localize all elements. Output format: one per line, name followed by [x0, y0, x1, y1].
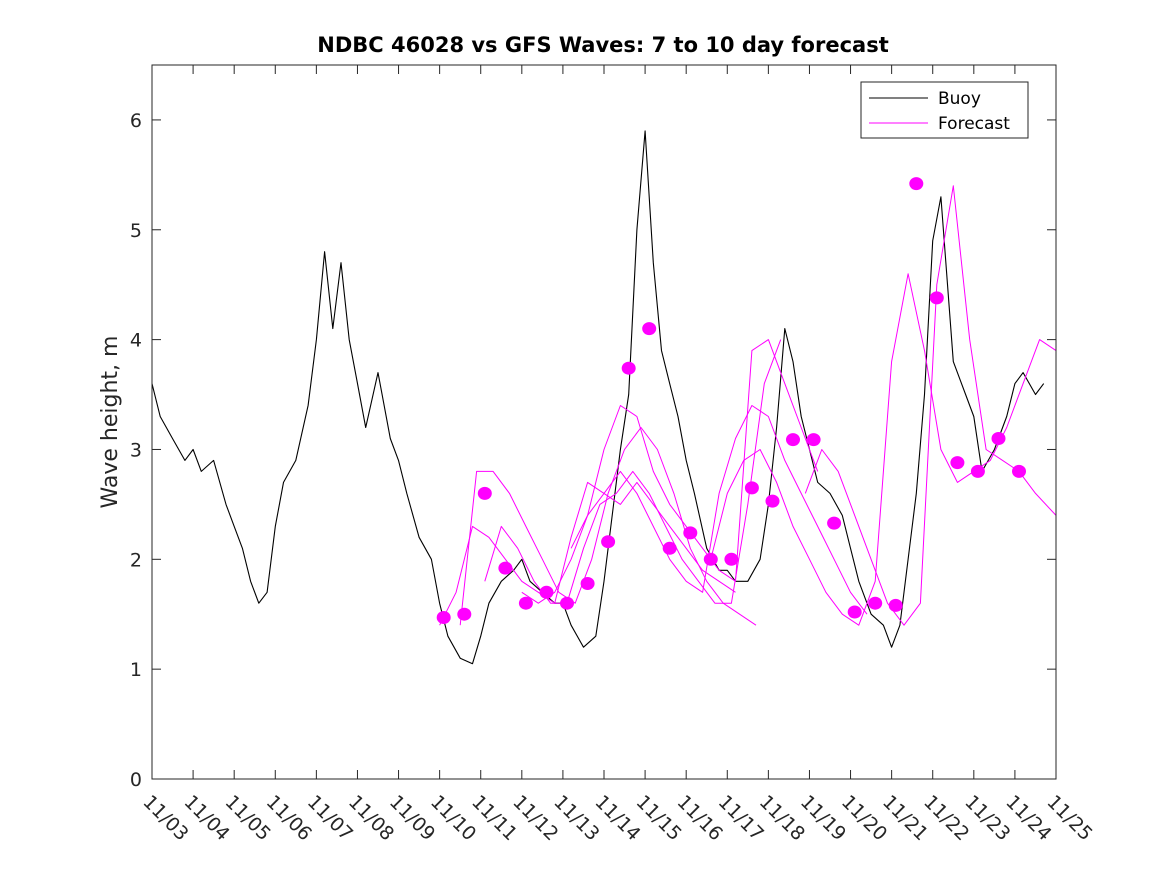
forecast-point	[888, 598, 903, 612]
x-tick-label: 11/04	[180, 791, 234, 845]
x-tick-label: 11/12	[508, 791, 562, 845]
forecast-line	[570, 405, 868, 615]
forecast-point	[909, 177, 924, 191]
legend-buoy-label: Buoy	[938, 89, 981, 109]
forecast-line	[804, 185, 1057, 626]
y-tick-label: 5	[130, 220, 142, 242]
y-tick-label: 2	[130, 549, 142, 571]
forecast-point	[765, 494, 780, 508]
x-tick-label: 11/03	[138, 791, 192, 845]
forecast-point	[477, 486, 492, 500]
x-tick-label: 11/18	[755, 791, 809, 845]
forecast-point	[786, 433, 800, 447]
plot-frame	[151, 64, 1057, 780]
forecast-point	[703, 552, 718, 566]
y-tick-label: 1	[130, 659, 142, 681]
x-tick-label: 11/10	[426, 791, 480, 845]
legend-box	[860, 81, 1029, 139]
y-tick-label: 6	[130, 110, 142, 132]
forecast-line	[459, 427, 757, 626]
forecast-point	[621, 361, 636, 375]
forecast-point	[683, 526, 698, 540]
x-tick-labels: 11/0311/0411/0511/0611/0711/0811/0911/10…	[138, 791, 1096, 845]
y-tick-label: 3	[130, 439, 142, 461]
forecast-point	[847, 605, 862, 619]
forecast-point	[929, 291, 944, 305]
y-tick-labels: 0 1 2 3 4 5 6	[130, 110, 142, 791]
forecast-point	[744, 481, 759, 495]
x-tick-label: 11/09	[385, 791, 439, 845]
forecast-point	[580, 577, 595, 590]
forecast-point	[724, 552, 739, 566]
x-tick-label: 11/07	[303, 791, 357, 845]
x-tick-label: 11/25	[1042, 791, 1096, 845]
forecast-point	[539, 585, 554, 599]
y-tick-label: 4	[130, 330, 142, 352]
legend: Buoy Forecast	[860, 81, 1029, 139]
forecast-line	[521, 339, 819, 604]
forecast-point	[601, 535, 616, 549]
plot-area	[152, 65, 1056, 779]
tick-marks	[151, 65, 1057, 780]
x-tick-label: 11/21	[878, 791, 932, 845]
x-tick-label: 11/14	[590, 791, 644, 845]
forecast-point	[827, 516, 842, 530]
chart-title: NDBC 46028 vs GFS Waves: 7 to 10 day for…	[317, 33, 888, 57]
x-tick-label: 11/16	[673, 791, 727, 845]
marker-layer	[436, 177, 1026, 624]
forecast-point	[991, 432, 1006, 445]
forecast-point	[806, 433, 821, 447]
x-tick-label: 11/06	[262, 791, 316, 845]
x-tick-label: 11/24	[1001, 791, 1055, 845]
forecast-point	[436, 611, 451, 624]
legend-forecast-label: Forecast	[938, 114, 1010, 134]
x-tick-label: 11/11	[467, 791, 521, 845]
x-tick-label: 11/17	[714, 791, 768, 845]
x-tick-label: 11/05	[221, 791, 275, 845]
x-tick-label: 11/15	[632, 791, 686, 845]
forecast-point	[950, 456, 965, 470]
forecast-line	[439, 481, 736, 626]
buoy-line	[151, 130, 1045, 665]
x-tick-label: 11/13	[549, 791, 603, 845]
forecast-point	[662, 541, 677, 555]
forecast-point	[498, 561, 513, 575]
forecast-point	[518, 596, 533, 610]
x-tick-label: 11/08	[344, 791, 398, 845]
forecast-point	[642, 322, 657, 336]
x-tick-label: 11/23	[960, 791, 1014, 845]
forecast-point	[1012, 464, 1026, 478]
forecast-point	[868, 596, 883, 610]
forecast-point	[970, 464, 985, 478]
forecast-point	[457, 607, 472, 621]
forecast-point	[560, 596, 574, 610]
y-axis-label: Wave height, m	[98, 336, 123, 509]
x-tick-label: 11/20	[837, 791, 891, 845]
series-layer	[151, 130, 1057, 665]
x-tick-label: 11/22	[919, 791, 973, 845]
x-tick-label: 11/19	[796, 791, 850, 845]
y-tick-label: 0	[130, 769, 142, 791]
forecast-line	[484, 339, 782, 604]
